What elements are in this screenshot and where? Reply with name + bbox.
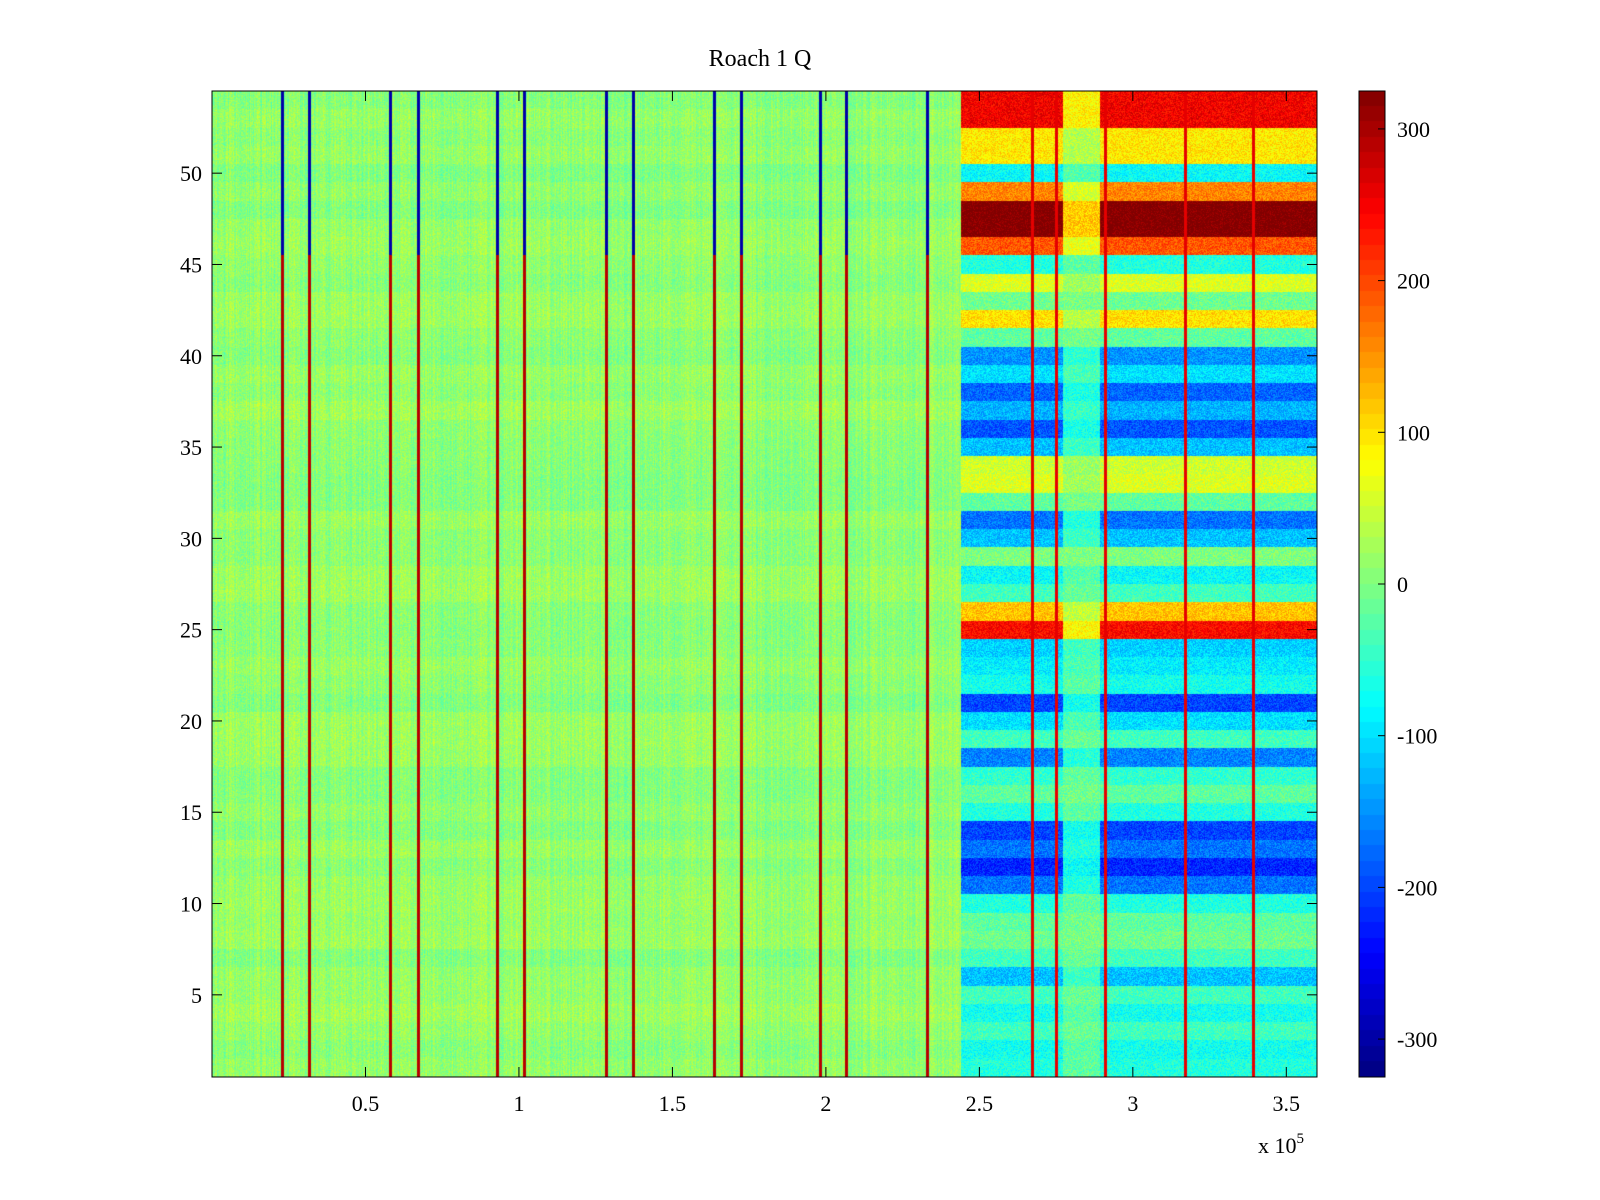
y-tick-label: 20: [180, 709, 202, 734]
colorbar-tick-label: 100: [1397, 420, 1430, 445]
chart-title: Roach 1 Q: [709, 46, 812, 72]
y-tick-label: 25: [180, 618, 202, 643]
x-tick-label: 2.5: [966, 1091, 994, 1116]
colorbar-tick-label: -300: [1397, 1027, 1437, 1052]
colorbar-tick-label: 0: [1397, 572, 1408, 597]
colorbar-tick-label: -100: [1397, 724, 1437, 749]
x-exponent-power: 5: [1297, 1131, 1305, 1147]
y-tick-label: 50: [180, 161, 202, 186]
y-tick-label: 5: [191, 983, 202, 1008]
y-tick-label: 35: [180, 435, 202, 460]
plot-frame: [211, 90, 1318, 1078]
colorbar-tick-label: 300: [1397, 117, 1430, 142]
y-axis: 5 10 15 20 25 30 35 40 45 50: [180, 161, 1317, 1008]
colorbar-tick-label: 200: [1397, 269, 1430, 294]
x-tick-label: 3.5: [1273, 1091, 1301, 1116]
heatmap-image-container: [212, 91, 1317, 1077]
x-tick-label: 2: [820, 1091, 831, 1116]
heatmap-image: [212, 91, 1317, 1077]
x-exponent-label: x 105: [1258, 1131, 1304, 1158]
y-tick-label: 15: [180, 800, 202, 825]
x-tick-label: 0.5: [352, 1091, 380, 1116]
x-tick-label: 3: [1127, 1091, 1138, 1116]
colorbar-tick-label: -200: [1397, 875, 1437, 900]
x-axis: 0.5 1 1.5 2 2.5 3 3.5: [352, 91, 1300, 1116]
y-tick-label: 40: [180, 344, 202, 369]
y-tick-label: 10: [180, 892, 202, 917]
y-tick-label: 30: [180, 526, 202, 551]
x-tick-label: 1.5: [659, 1091, 687, 1116]
y-tick-label: 45: [180, 252, 202, 277]
x-tick-label: 1: [513, 1091, 524, 1116]
colorbar-axis: 300 200 100 0 -100 -200 -300: [1378, 117, 1437, 1052]
